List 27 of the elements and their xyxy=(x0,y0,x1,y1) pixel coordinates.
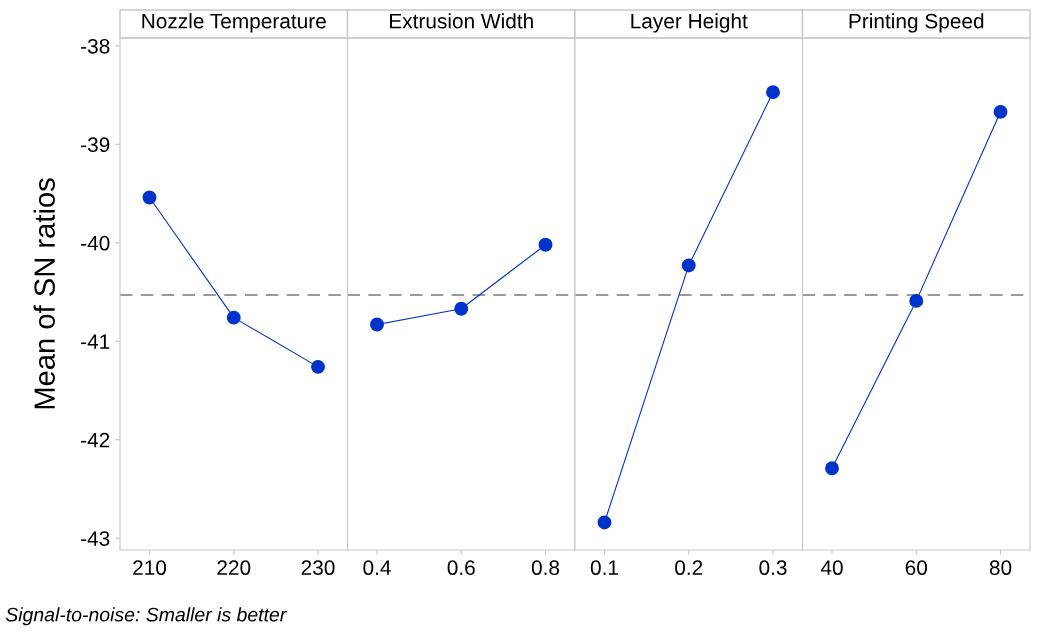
chart-title: Nozzle Temperature xyxy=(142,13,326,33)
text: Signal-to-noise: Smaller is better xyxy=(5,607,287,626)
x-tick-label: 40 xyxy=(820,560,843,576)
y-tick-label: -40 xyxy=(81,235,110,251)
x-tick-label: 230 xyxy=(301,560,335,576)
x-tick-label: 210 xyxy=(133,560,167,576)
chart-title: Layer Height xyxy=(631,13,748,33)
y-tick-label: -42 xyxy=(81,432,110,448)
y-tick-label: -39 xyxy=(81,137,110,153)
x-tick-label: 0.4 xyxy=(363,560,391,576)
chart-title: Printing Speed xyxy=(849,13,984,33)
x-tick-label: 0.2 xyxy=(675,560,703,576)
y-tick-label: -38 xyxy=(81,38,110,54)
point xyxy=(311,359,325,374)
x-tick-label: 80 xyxy=(989,560,1012,576)
x-tick-label: 0.8 xyxy=(531,560,560,576)
y-tick-label: -43 xyxy=(81,531,110,546)
x-tick-label: 60 xyxy=(905,560,928,576)
x-tick-label: 0.3 xyxy=(759,560,787,576)
chart-title: Extrusion Width xyxy=(390,13,533,29)
point xyxy=(142,190,157,205)
point xyxy=(226,310,241,325)
x-tick-label: 0.6 xyxy=(447,560,475,576)
x-tick-label: 0.1 xyxy=(590,560,618,576)
y-axis-title: Mean of SN ratios xyxy=(33,178,55,409)
y-tick-label: -41 xyxy=(81,334,110,349)
x-tick-label: 220 xyxy=(217,560,251,576)
